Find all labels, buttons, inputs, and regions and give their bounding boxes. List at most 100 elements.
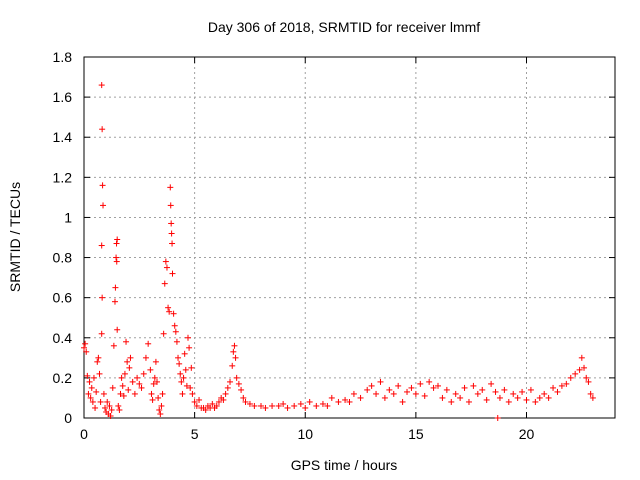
data-point — [408, 384, 415, 391]
data-point — [142, 354, 149, 361]
data-point — [138, 384, 145, 391]
data-point — [125, 386, 132, 393]
data-point — [193, 402, 200, 409]
data-point — [578, 354, 585, 361]
data-point — [167, 202, 174, 209]
data-point — [567, 374, 574, 381]
data-point — [171, 322, 178, 329]
data-point — [231, 342, 238, 349]
data-point — [262, 404, 269, 411]
data-point — [399, 398, 406, 405]
data-point — [202, 406, 209, 413]
data-point — [88, 384, 95, 391]
data-point — [99, 182, 106, 189]
data-point — [324, 402, 331, 409]
data-point — [90, 374, 97, 381]
data-point — [82, 340, 89, 347]
data-point — [523, 396, 530, 403]
data-point — [465, 398, 472, 405]
data-point — [240, 394, 247, 401]
data-point — [111, 298, 118, 305]
data-point — [147, 366, 154, 373]
data-point — [98, 82, 105, 89]
data-point — [291, 402, 298, 409]
data-point — [140, 370, 147, 377]
data-point — [541, 390, 548, 397]
data-point — [114, 236, 121, 243]
data-point — [113, 258, 120, 265]
data-point — [114, 326, 121, 333]
data-point — [131, 390, 138, 397]
data-point — [238, 386, 245, 393]
data-point — [269, 402, 276, 409]
data-point — [335, 398, 342, 405]
data-point — [545, 394, 552, 401]
data-point — [220, 396, 227, 403]
data-point — [113, 240, 120, 247]
tick-layer: 0 5 10 15 20 0 0.2 0.4 0.6 0.8 1 1.2 1.4 1.6 1.8 — [53, 49, 615, 442]
data-point — [119, 382, 126, 389]
data-points — [81, 82, 596, 421]
data-point — [160, 330, 167, 337]
data-point — [86, 378, 93, 385]
data-point — [227, 378, 234, 385]
data-point — [117, 390, 124, 397]
data-point — [182, 366, 189, 373]
data-point — [184, 334, 191, 341]
data-point — [457, 394, 464, 401]
y-tick-label: 0 — [64, 410, 72, 426]
y-tick-label: 1.8 — [53, 49, 73, 65]
x-tick-label: 0 — [80, 426, 88, 442]
data-point — [501, 386, 508, 393]
data-point — [213, 402, 220, 409]
data-point — [177, 370, 184, 377]
data-point — [168, 220, 175, 227]
data-point — [100, 390, 107, 397]
data-point — [386, 386, 393, 393]
data-point — [346, 398, 353, 405]
data-point — [155, 394, 162, 401]
data-point — [115, 402, 122, 409]
data-point — [572, 370, 579, 377]
data-point — [108, 406, 115, 413]
data-point — [89, 398, 96, 405]
data-point — [496, 394, 503, 401]
y-tick-label: 1.6 — [53, 89, 73, 105]
data-point — [342, 396, 349, 403]
data-point — [585, 378, 592, 385]
data-point — [165, 304, 172, 311]
data-point — [224, 384, 231, 391]
data-point — [536, 394, 543, 401]
data-point — [169, 270, 176, 277]
data-point — [448, 398, 455, 405]
data-point — [181, 350, 188, 357]
data-point — [563, 380, 570, 387]
data-point — [96, 370, 103, 377]
data-point — [589, 394, 596, 401]
data-point — [319, 400, 326, 407]
data-point — [159, 390, 166, 397]
data-point — [532, 398, 539, 405]
data-point — [121, 370, 128, 377]
data-point — [92, 404, 99, 411]
data-point — [161, 280, 168, 287]
data-point — [280, 400, 287, 407]
data-point — [99, 294, 106, 301]
data-point — [576, 366, 583, 373]
data-point — [381, 394, 388, 401]
data-point — [154, 378, 161, 385]
data-point — [102, 404, 109, 411]
data-point — [558, 382, 565, 389]
y-tick-label: 1.2 — [53, 169, 73, 185]
data-point — [84, 372, 91, 379]
data-point — [229, 362, 236, 369]
data-point — [148, 390, 155, 397]
data-point — [587, 390, 594, 397]
data-point — [85, 390, 92, 397]
data-point — [112, 284, 119, 291]
data-point — [116, 406, 123, 413]
data-point — [581, 364, 588, 371]
data-point — [149, 396, 156, 403]
data-point — [123, 338, 130, 345]
